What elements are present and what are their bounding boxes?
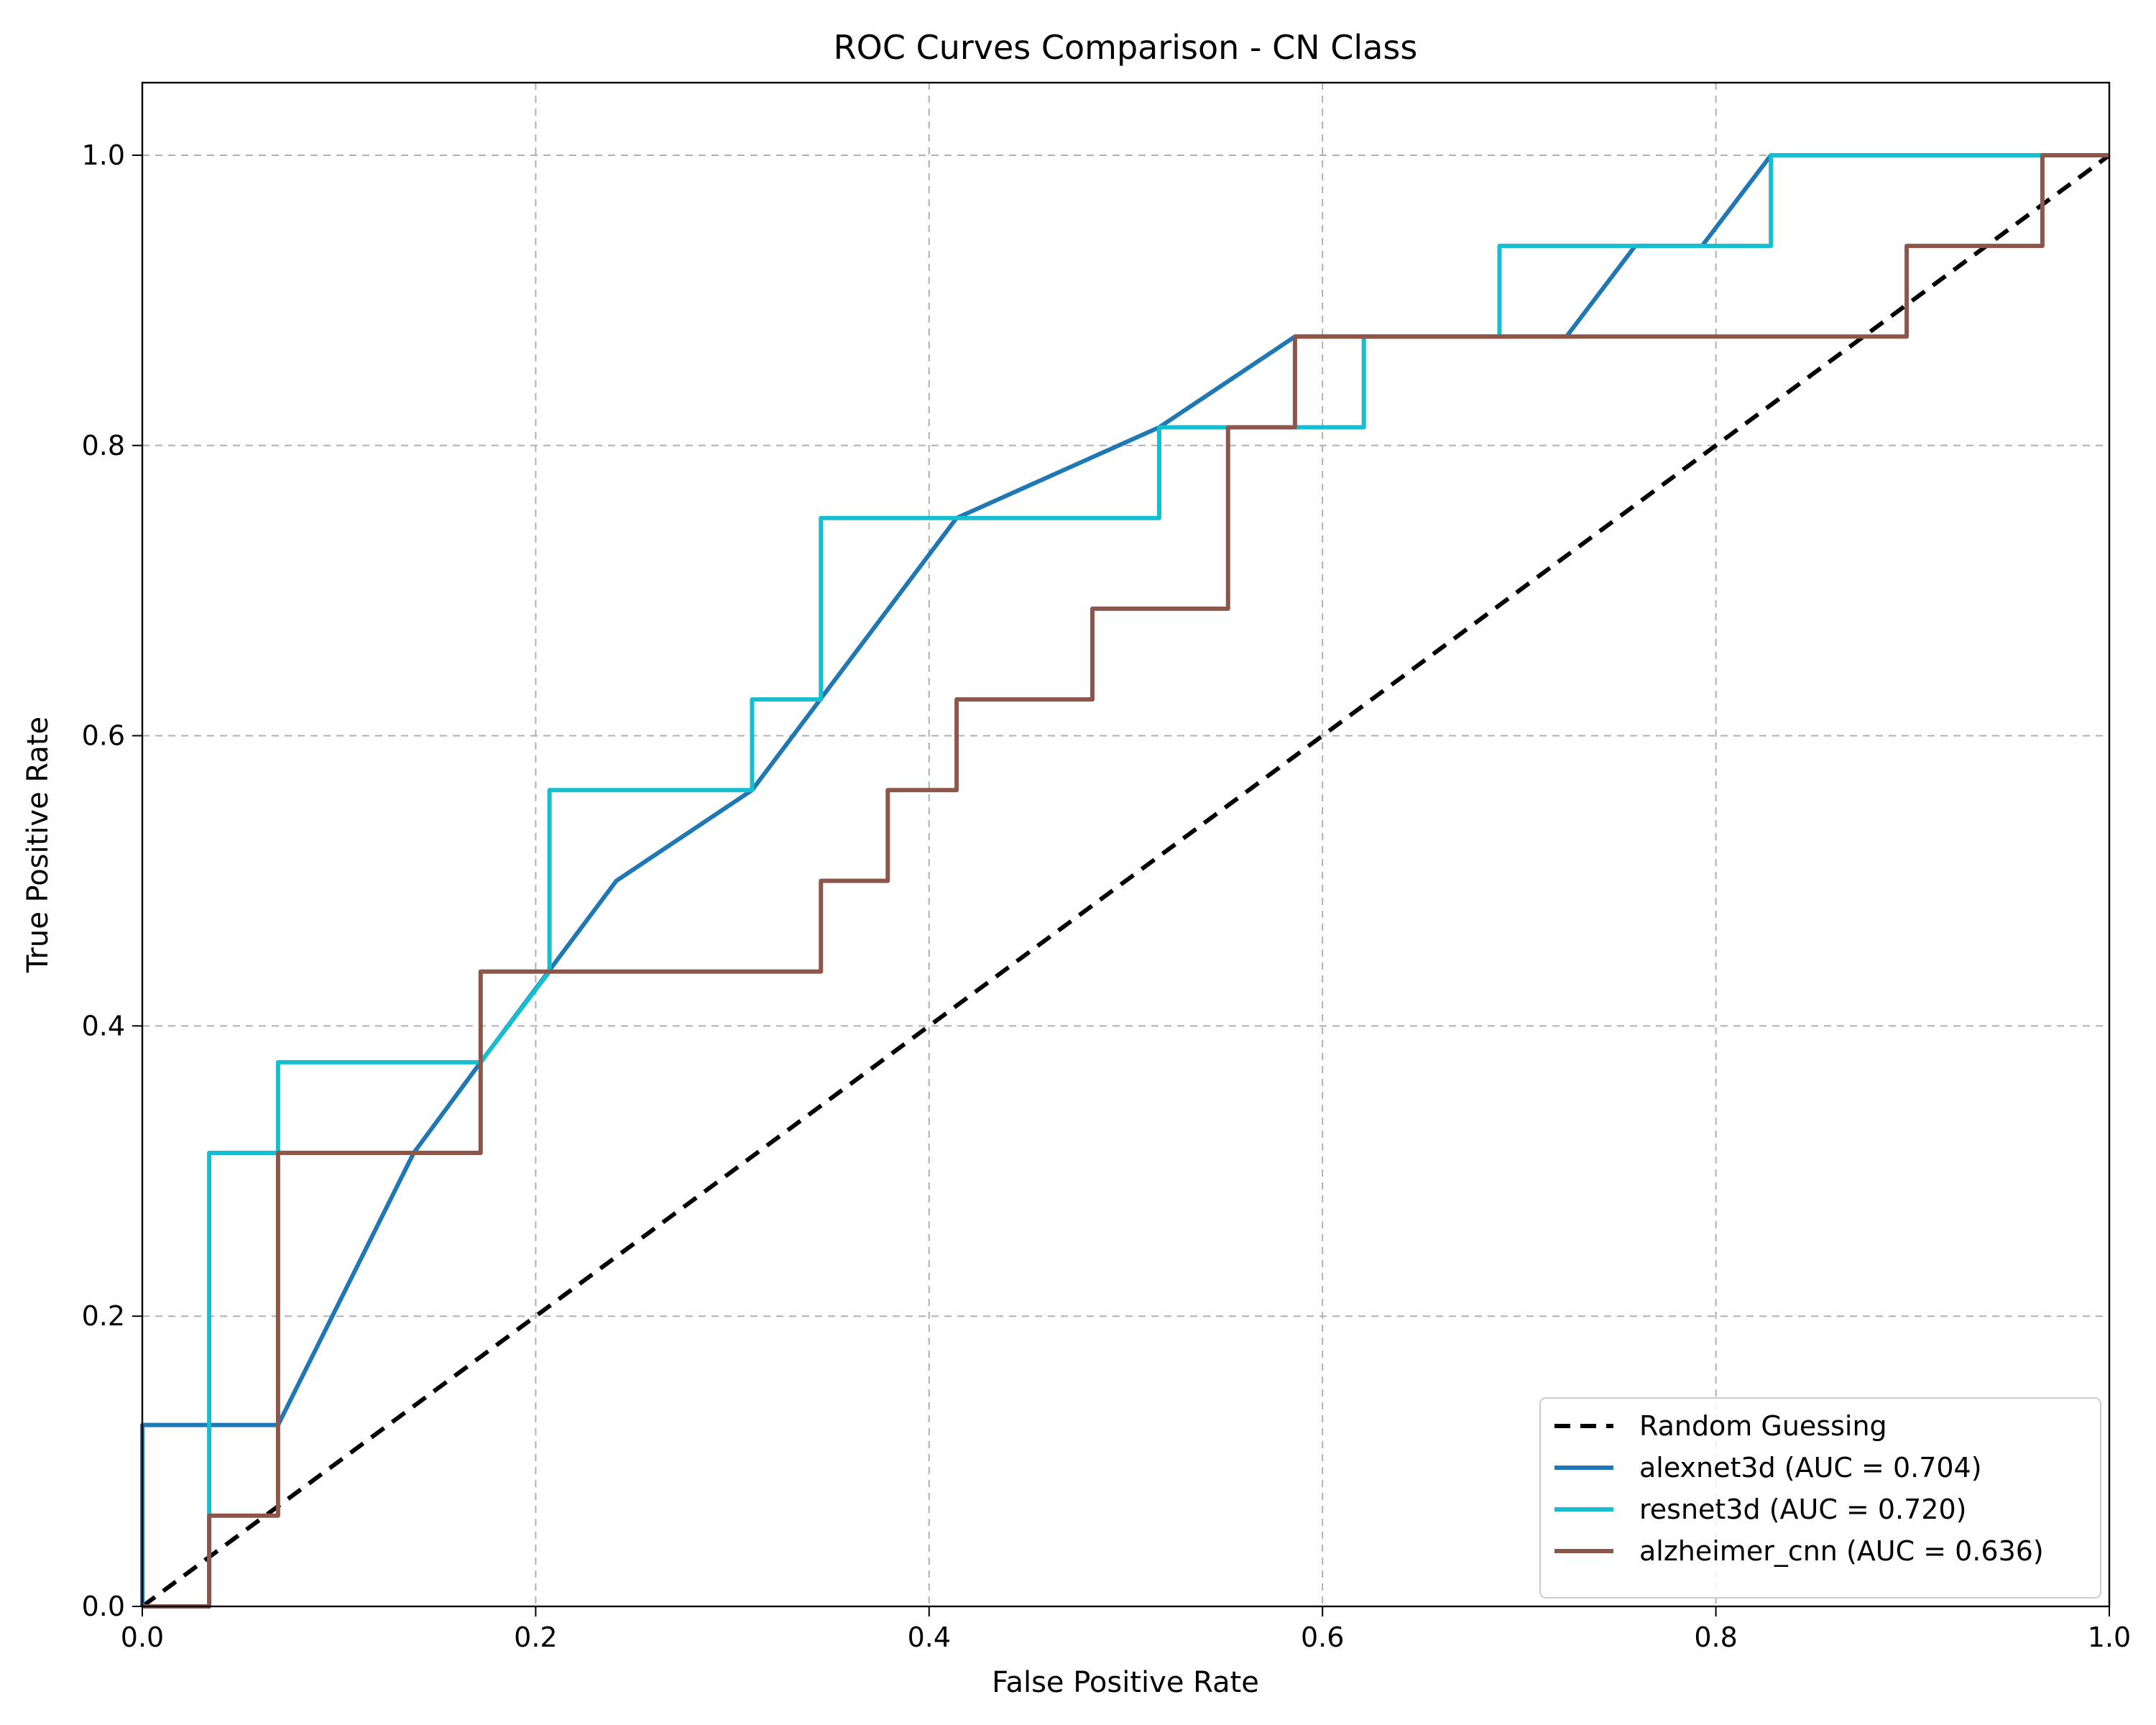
legend-label-resnet3d: resnet3d (AUC = 0.720) <box>1639 1494 1966 1525</box>
y-tick-label: 0.4 <box>82 1010 125 1041</box>
x-tick-label: 0.6 <box>1301 1622 1344 1653</box>
x-tick-label: 0.0 <box>121 1622 164 1653</box>
x-tick-label: 1.0 <box>2088 1622 2131 1653</box>
plot-frame <box>141 81 2111 1608</box>
x-tick-label: 0.4 <box>908 1622 951 1653</box>
series-line-alexnet3d <box>140 153 2109 1606</box>
axis-ticks: 0.0 0.2 0.4 0.6 0.8 1.0 0.0 0.2 0.4 0.6 0.8 1.0 <box>82 139 2132 1653</box>
x-tick-label: 0.2 <box>514 1622 557 1653</box>
legend-label-alzheimer-cnn: alzheimer_cnn (AUC = 0.636) <box>1639 1535 2044 1567</box>
legend-label-alexnet3d: alexnet3d (AUC = 0.704) <box>1639 1452 1982 1484</box>
series-line-resnet3d <box>142 153 2109 1609</box>
y-tick-label: 0.0 <box>82 1591 125 1622</box>
y-tick-label: 0.6 <box>82 720 125 752</box>
legend: Random Guessing alexnet3d (AUC = 0.704) re… <box>1539 1397 2101 1598</box>
x-axis-label: False Positive Rate <box>992 1666 1259 1699</box>
x-tick-label: 0.8 <box>1694 1622 1737 1653</box>
legend-entries: Random Guessing alexnet3d (AUC = 0.704) re… <box>1554 1410 2044 1567</box>
y-tick-label: 0.2 <box>82 1300 125 1332</box>
chart-title: ROC Curves Comparison - CN Class <box>834 28 1418 67</box>
series-line-random <box>141 153 2111 1609</box>
y-axis-label: True Positive Rate <box>22 717 55 973</box>
legend-box <box>1539 1397 2101 1598</box>
legend-label-random: Random Guessing <box>1639 1410 1887 1442</box>
y-tick-label: 1.0 <box>82 139 125 171</box>
y-tick-label: 0.8 <box>82 430 125 461</box>
series-line-alzheimer-cnn <box>142 153 2109 1609</box>
series-lines <box>140 153 2111 1609</box>
